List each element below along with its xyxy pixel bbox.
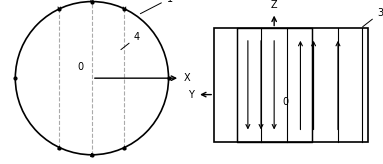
- Text: 4: 4: [121, 32, 140, 50]
- Text: Y: Y: [188, 90, 193, 100]
- Text: 0: 0: [77, 62, 83, 72]
- Text: 1: 1: [140, 0, 173, 14]
- Text: 0: 0: [282, 97, 288, 107]
- Text: Z: Z: [271, 0, 277, 10]
- Text: 3: 3: [363, 8, 383, 27]
- Bar: [214, 29, 368, 142]
- Bar: [237, 29, 312, 142]
- Text: X: X: [184, 73, 190, 83]
